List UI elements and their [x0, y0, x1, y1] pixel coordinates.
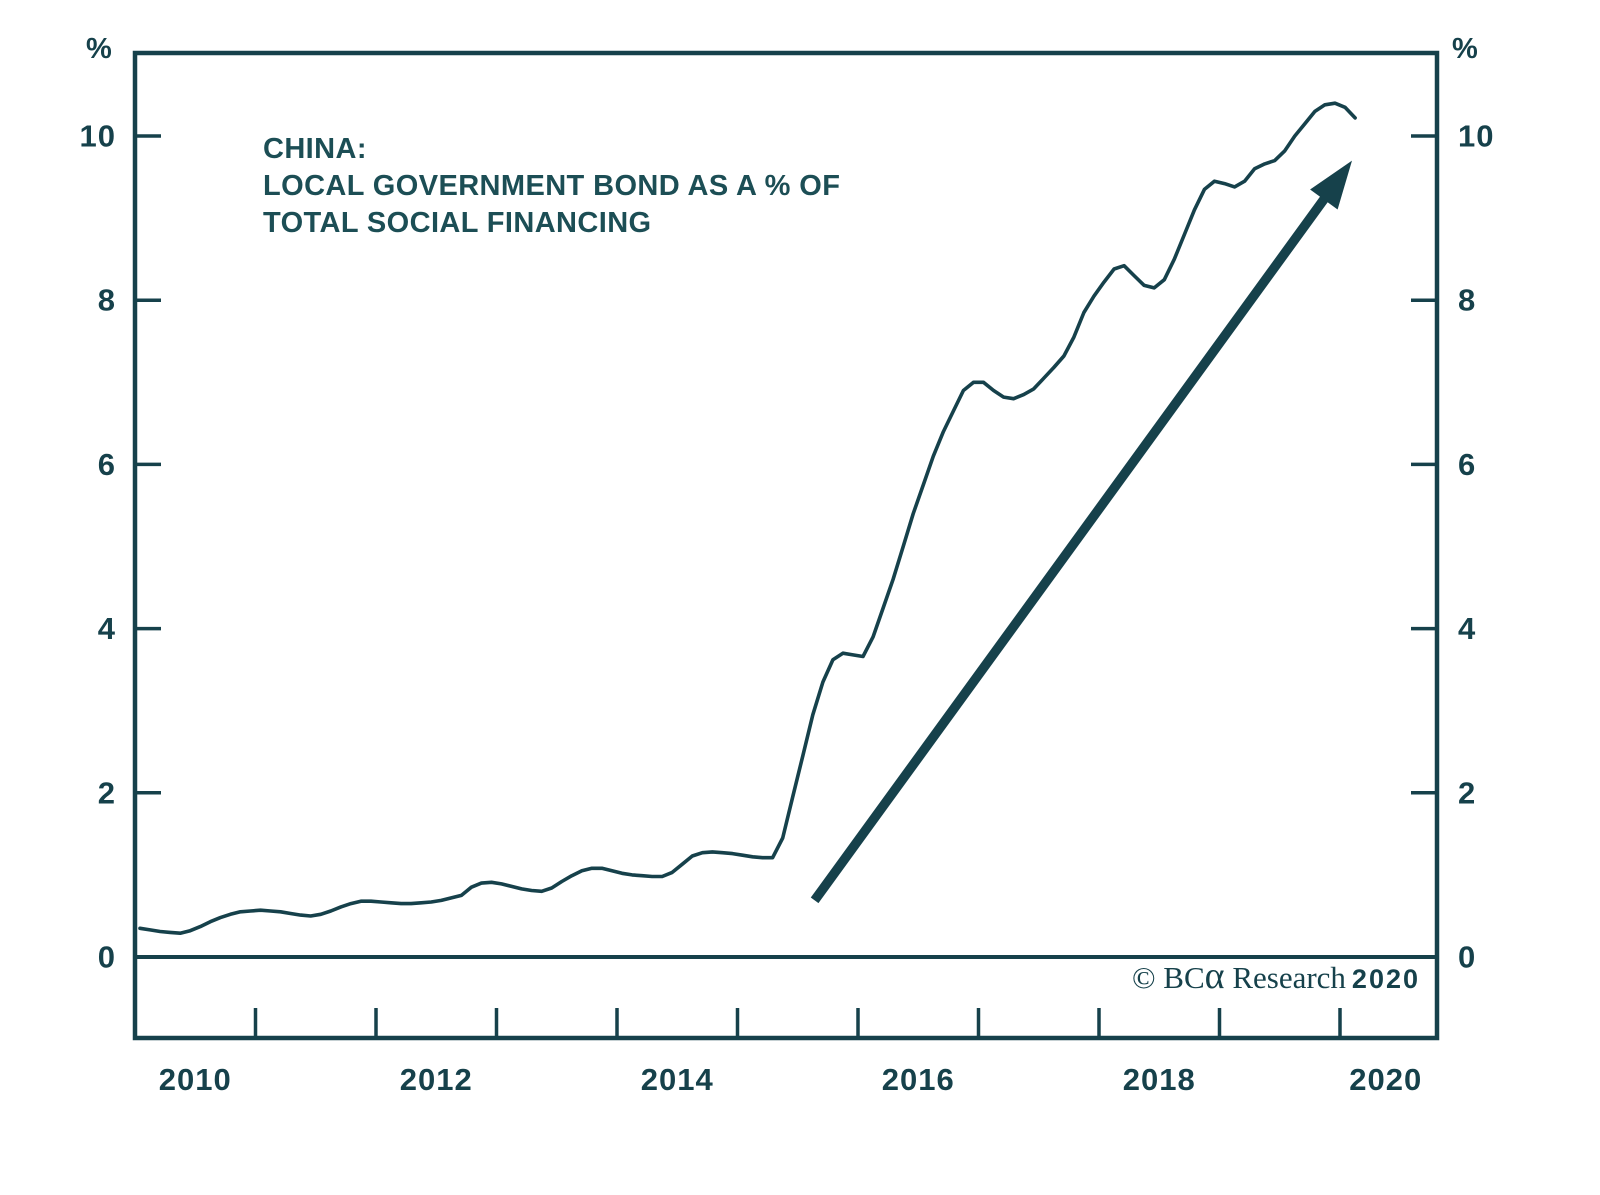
- y-tick-label-right: 2: [1458, 775, 1476, 810]
- chart-title-line-2: LOCAL GOVERNMENT BOND AS A % OF: [263, 170, 841, 202]
- y-tick-label-right: 6: [1458, 447, 1476, 482]
- x-tick-label: 2010: [159, 1062, 232, 1097]
- chart-title-line-1: CHINA:: [263, 133, 367, 165]
- y-tick-label-left: 8: [98, 283, 116, 318]
- y-axis-unit-left: %: [86, 33, 113, 65]
- y-tick-label-left: 10: [80, 119, 116, 154]
- y-tick-label-left: 6: [98, 447, 116, 482]
- trend-arrow-shaft: [810, 172, 1346, 904]
- trend-arrow-head: [1310, 160, 1352, 210]
- y-tick-label-right: 10: [1458, 119, 1494, 154]
- x-tick-label: 2018: [1123, 1062, 1196, 1097]
- x-tick-label: 2014: [641, 1062, 714, 1097]
- x-tick-label: 2020: [1349, 1062, 1422, 1097]
- y-tick-label-left: 2: [98, 775, 116, 810]
- watermark-alpha-glyph: α: [1204, 955, 1225, 997]
- y-tick-label-right: 4: [1458, 611, 1476, 646]
- x-tick-label: 2016: [882, 1062, 955, 1097]
- watermark: © BCα Research 2020: [1131, 957, 1420, 996]
- y-axis-unit-right: %: [1452, 33, 1479, 65]
- watermark-name: Research: [1224, 960, 1346, 995]
- y-tick-label-right: 8: [1458, 283, 1476, 318]
- watermark-copyright: © BC: [1131, 960, 1205, 995]
- plot-frame: [132, 50, 1440, 1041]
- chart-title: CHINA: LOCAL GOVERNMENT BOND AS A % OF T…: [263, 131, 840, 242]
- data-line: [138, 101, 1357, 936]
- chart-title-line-3: TOTAL SOCIAL FINANCING: [263, 207, 652, 239]
- y-tick-label-right: 0: [1458, 940, 1476, 975]
- watermark-year: 2020: [1351, 964, 1420, 994]
- x-tick-label: 2012: [400, 1062, 473, 1097]
- y-tick-label-left: 0: [98, 940, 116, 975]
- y-tick-label-left: 4: [98, 611, 116, 646]
